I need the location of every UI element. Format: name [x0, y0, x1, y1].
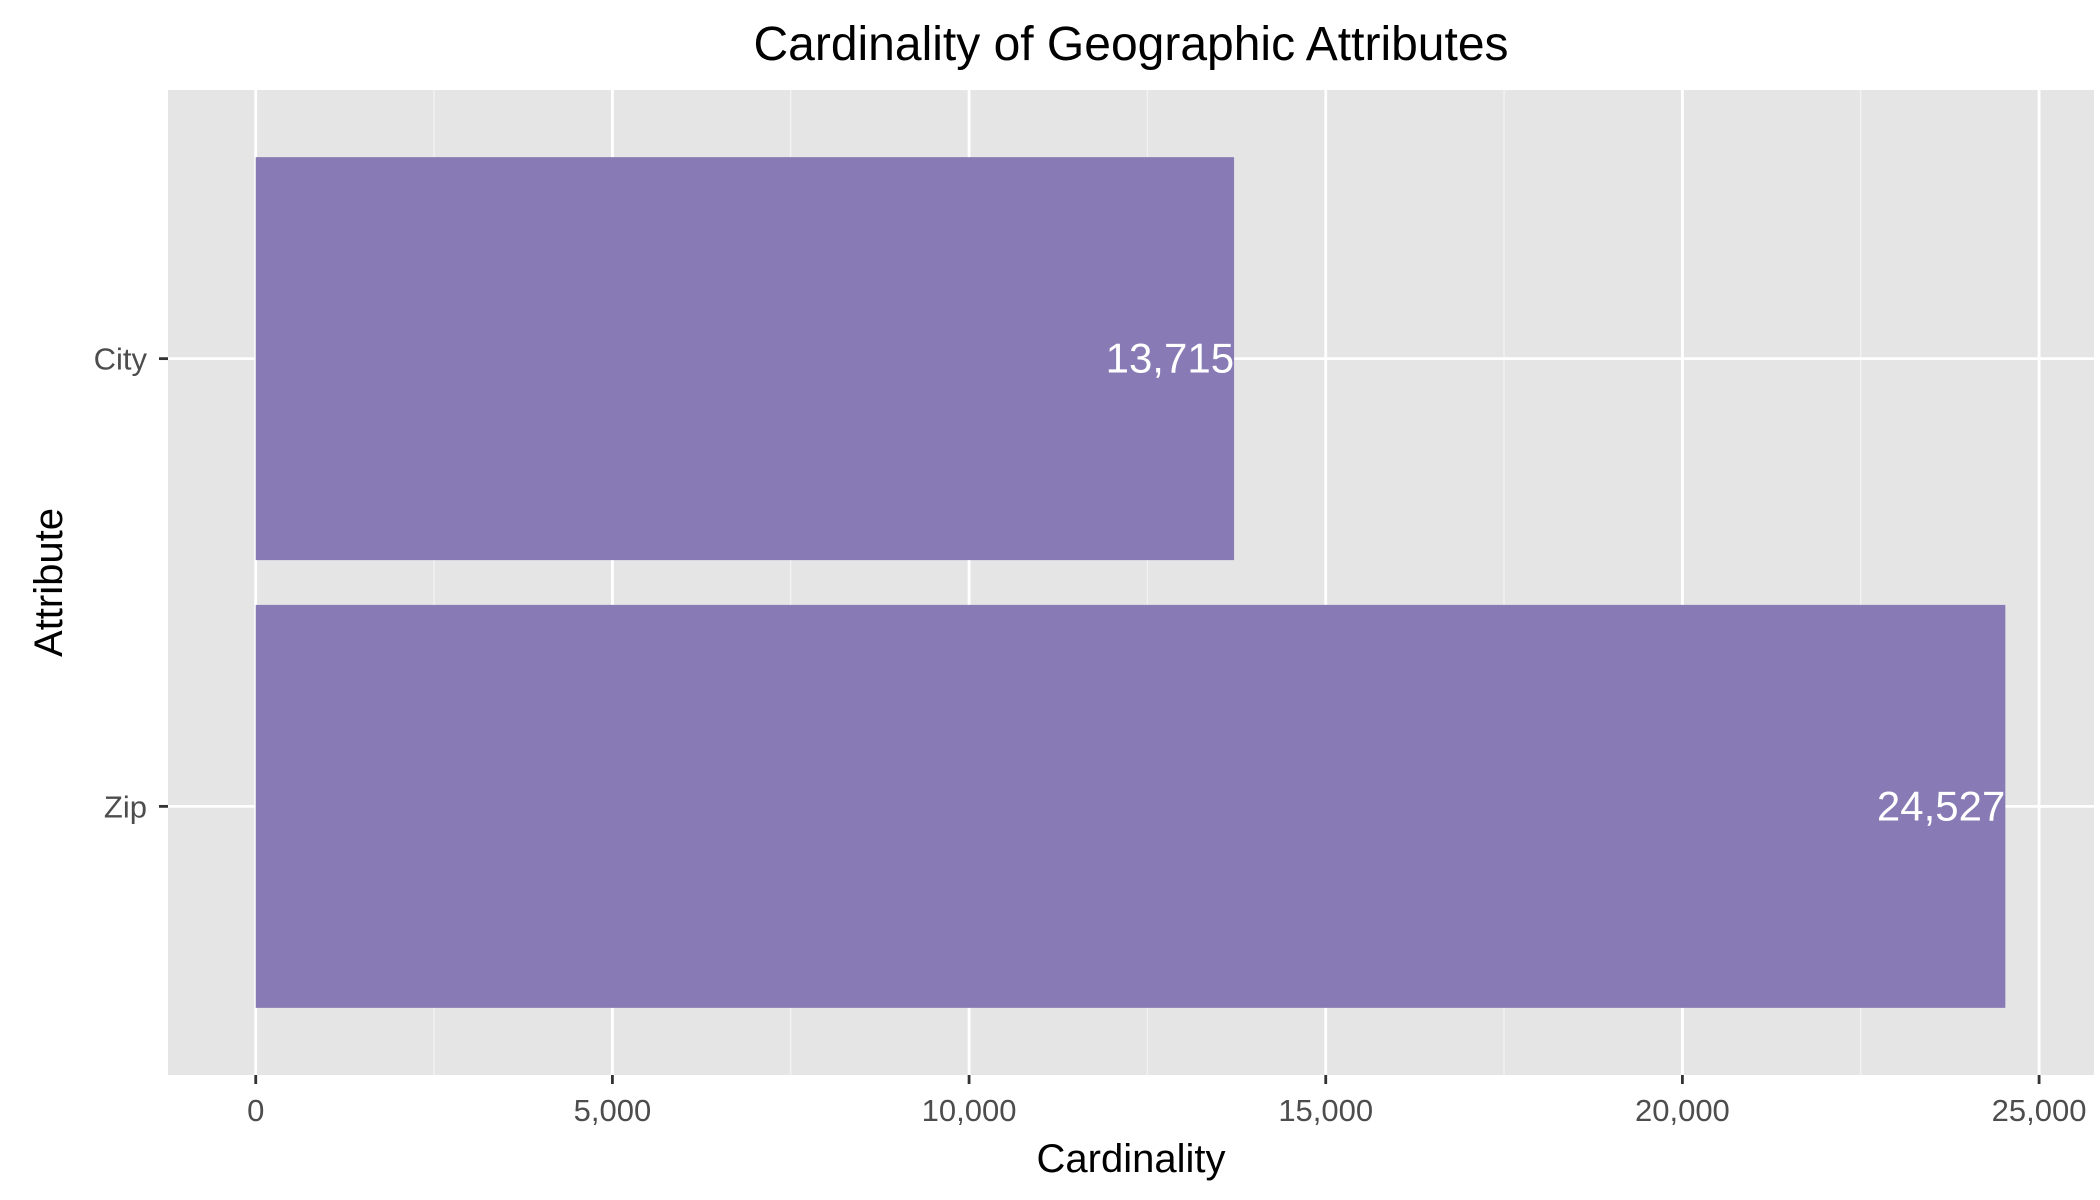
data-label-zip: 24,527 — [1877, 782, 2005, 829]
bars — [255, 157, 2006, 1008]
x-tick-label: 25,000 — [1992, 1093, 2087, 1128]
x-axis: 0 5,000 10,000 15,000 20,000 25,000 — [247, 1075, 2086, 1128]
x-axis-title: Cardinality — [1037, 1137, 1226, 1181]
bar-zip — [255, 604, 2006, 1008]
y-tick-label-zip: Zip — [104, 789, 147, 824]
data-labels: 13,715 24,527 — [1106, 335, 2006, 830]
data-label-city: 13,715 — [1106, 335, 1234, 382]
chart-title: Cardinality of Geographic Attributes — [753, 18, 1508, 71]
x-tick-label: 15,000 — [1278, 1093, 1373, 1128]
x-tick-label: 0 — [247, 1093, 264, 1128]
bar-city — [255, 157, 1235, 561]
x-tick-label: 5,000 — [574, 1093, 652, 1128]
x-tick-label: 10,000 — [922, 1093, 1017, 1128]
y-tick-label-city: City — [94, 342, 148, 377]
y-axis-title: Attribute — [27, 508, 71, 657]
y-axis: City Zip — [94, 342, 168, 824]
x-tick-label: 20,000 — [1635, 1093, 1730, 1128]
